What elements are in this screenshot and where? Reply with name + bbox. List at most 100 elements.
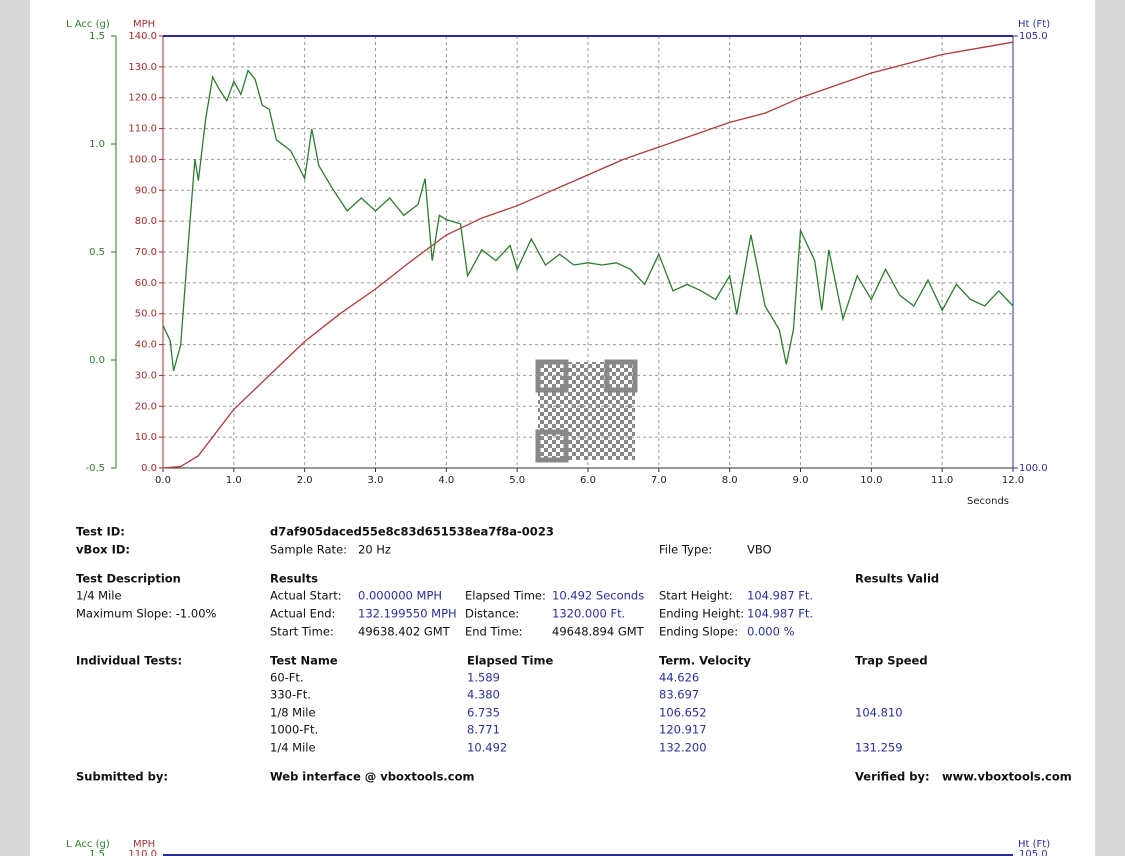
label: Test ID: (76, 525, 125, 539)
height-axis-title: Ht (Ft) (1018, 19, 1050, 30)
column-header: Test Name (270, 654, 338, 668)
cell: 106.652 (659, 706, 707, 720)
x-tick-label: 8.0 (722, 475, 738, 486)
cell: 131.259 (855, 741, 903, 755)
cell: 120.917 (659, 723, 707, 737)
y-tick-label: 130.0 (128, 62, 157, 73)
label: Actual Start: (270, 589, 342, 603)
height-tick-label: 105.0 (1019, 31, 1048, 42)
value: Web interface @ vboxtools.com (270, 770, 475, 784)
value: www.vboxtools.com (942, 770, 1072, 784)
label: Start Height: (659, 589, 733, 603)
column-header: Term. Velocity (659, 654, 751, 668)
value: 49638.402 GMT (358, 625, 451, 639)
acc-tick-label: 1.5 (89, 31, 105, 42)
y-tick-label: 110.0 (128, 124, 157, 135)
value: 1320.000 Ft. (552, 607, 625, 621)
cell: 132.200 (659, 741, 707, 755)
acc-tick-label: -0.5 (85, 463, 105, 474)
value: 0.000000 MPH (358, 589, 442, 603)
label: Distance: (465, 607, 519, 621)
label: Ending Height: (659, 607, 744, 621)
column-header: Elapsed Time (467, 654, 553, 668)
heading: Results (270, 572, 318, 586)
cell: 44.626 (659, 671, 699, 685)
acc-tick-label: 0.0 (89, 355, 105, 366)
label: Ending Slope: (659, 625, 738, 639)
x-tick-label: 10.0 (860, 475, 882, 486)
x-tick-label: 12.0 (1002, 475, 1024, 486)
label: Start Time: (270, 625, 334, 639)
value: 49648.894 GMT (552, 625, 645, 639)
value: 20 Hz (358, 543, 391, 557)
y-tick-label: 110.0 (128, 849, 157, 856)
label: Submitted by: (76, 770, 168, 784)
acc-axis-title: L Acc (g) (66, 839, 110, 850)
value: 0.000 % (747, 625, 795, 639)
heading: Results Valid (855, 572, 939, 586)
series-line (162, 41, 1014, 469)
y-tick-label: 50.0 (135, 309, 157, 320)
y-tick-label: 80.0 (135, 216, 157, 227)
x-tick-label: 2.0 (297, 475, 313, 486)
x-tick-label: 0.0 (155, 475, 171, 486)
label: File Type: (659, 543, 712, 557)
cell: 1.589 (467, 671, 500, 685)
y-axis-title: MPH (133, 19, 155, 30)
x-tick-label: 7.0 (651, 475, 667, 486)
y-tick-label: 70.0 (135, 247, 157, 258)
cell: 1/8 Mile (270, 706, 316, 720)
y-tick-label: 140.0 (128, 31, 157, 42)
text: 1/4 Mile (76, 589, 122, 603)
y-tick-label: 60.0 (135, 278, 157, 289)
cell: 60-Ft. (270, 671, 304, 685)
series-line (162, 69, 1014, 371)
label: End Time: (465, 625, 523, 639)
x-tick-label: 3.0 (368, 475, 384, 486)
height-tick-label: 105.0 (1019, 849, 1048, 856)
text: Maximum Slope: -1.00% (76, 607, 217, 621)
value: d7af905daced55e8c83d651538ea7f8a-0023 (270, 525, 554, 539)
x-tick-label: 6.0 (580, 475, 596, 486)
cell: 330-Ft. (270, 688, 311, 702)
x-tick-label: 1.0 (226, 475, 242, 486)
y-tick-label: 10.0 (135, 432, 157, 443)
x-tick-label: 4.0 (438, 475, 454, 486)
label: Verified by: (855, 770, 930, 784)
cell: 8.771 (467, 723, 500, 737)
label: Sample Rate: (270, 543, 347, 557)
y-tick-label: 0.0 (141, 463, 157, 474)
heading: Individual Tests: (76, 654, 182, 668)
qr-code (535, 359, 638, 463)
y-axis-title: MPH (133, 839, 155, 850)
acc-tick-label: 0.5 (89, 247, 105, 258)
cell: 83.697 (659, 688, 699, 702)
cell: 4.380 (467, 688, 500, 702)
acc-tick-label: 1.5 (89, 849, 105, 856)
value: 104.987 Ft. (747, 589, 813, 603)
acc-tick-label: 1.0 (89, 139, 105, 150)
y-tick-label: 30.0 (135, 370, 157, 381)
x-axis-title: Seconds (967, 496, 1009, 507)
cell: 1000-Ft. (270, 723, 318, 737)
x-tick-label: 5.0 (509, 475, 525, 486)
y-tick-label: 40.0 (135, 340, 157, 351)
value: 10.492 Seconds (552, 589, 644, 603)
heading: Test Description (76, 572, 181, 586)
cell: 6.735 (467, 706, 500, 720)
y-tick-label: 20.0 (135, 401, 157, 412)
column-header: Trap Speed (855, 654, 928, 668)
label: Elapsed Time: (465, 589, 546, 603)
cell: 104.810 (855, 706, 903, 720)
value: VBO (747, 543, 772, 557)
y-tick-label: 100.0 (128, 154, 157, 165)
height-axis-title: Ht (Ft) (1018, 839, 1050, 850)
label: vBox ID: (76, 543, 130, 557)
y-tick-label: 120.0 (128, 93, 157, 104)
value: 104.987 Ft. (747, 607, 813, 621)
cell: 1/4 Mile (270, 741, 316, 755)
label: Actual End: (270, 607, 335, 621)
cell: 10.492 (467, 741, 507, 755)
